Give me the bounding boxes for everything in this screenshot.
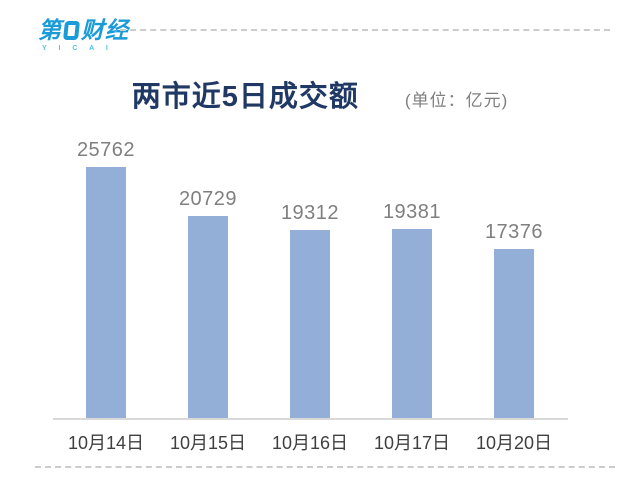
bar-value-label: 20729 xyxy=(178,188,238,210)
bar-chart: 25762 20729 19312 19381 17376 10月14日 10月1… xyxy=(53,138,568,455)
yicai-logo: 第 财经 Y I C A I xyxy=(38,19,129,53)
x-axis-label: 10月14日 xyxy=(67,433,145,453)
x-axis-label: 10月20日 xyxy=(475,433,553,453)
bar-column: 19381 xyxy=(361,201,463,418)
x-labels-row: 10月14日 10月15日 10月16日 10月17日 10月20日 xyxy=(53,429,568,455)
bar-value-label: 17376 xyxy=(484,221,544,243)
unit-label: (单位：亿元) xyxy=(404,91,509,110)
chart-title: 两市近5日成交额 xyxy=(131,81,359,113)
bar xyxy=(290,230,330,418)
x-axis-label: 10月15日 xyxy=(169,433,247,453)
bar-column: 19312 xyxy=(259,202,361,418)
bar xyxy=(494,249,534,418)
top-dashed-divider xyxy=(120,29,610,31)
bar-column: 25762 xyxy=(55,139,157,418)
title-row: 两市近5日成交额 (单位：亿元) xyxy=(0,73,640,115)
bar-value-label: 25762 xyxy=(76,139,136,161)
bar xyxy=(188,216,228,418)
bar-column: 20729 xyxy=(157,188,259,418)
logo-char-di: 第 xyxy=(38,17,62,43)
bar-value-label: 19381 xyxy=(382,201,442,223)
x-axis-label: 10月16日 xyxy=(271,433,349,453)
bar xyxy=(86,167,126,418)
bars-row: 25762 20729 19312 19381 17376 xyxy=(53,138,568,418)
logo-chars-caijing: 财经 xyxy=(81,17,129,43)
bottom-dashed-divider xyxy=(35,466,615,468)
yicai-logo-subtext: Y I C A I xyxy=(42,45,113,52)
screen-icon xyxy=(63,21,80,40)
bar-value-label: 19312 xyxy=(280,202,340,224)
x-axis-label: 10月17日 xyxy=(373,433,451,453)
yicai-logo-wordmark: 第 财经 xyxy=(38,19,129,42)
x-axis-line xyxy=(53,418,568,420)
bar xyxy=(392,229,432,418)
bar-column: 17376 xyxy=(463,221,565,418)
